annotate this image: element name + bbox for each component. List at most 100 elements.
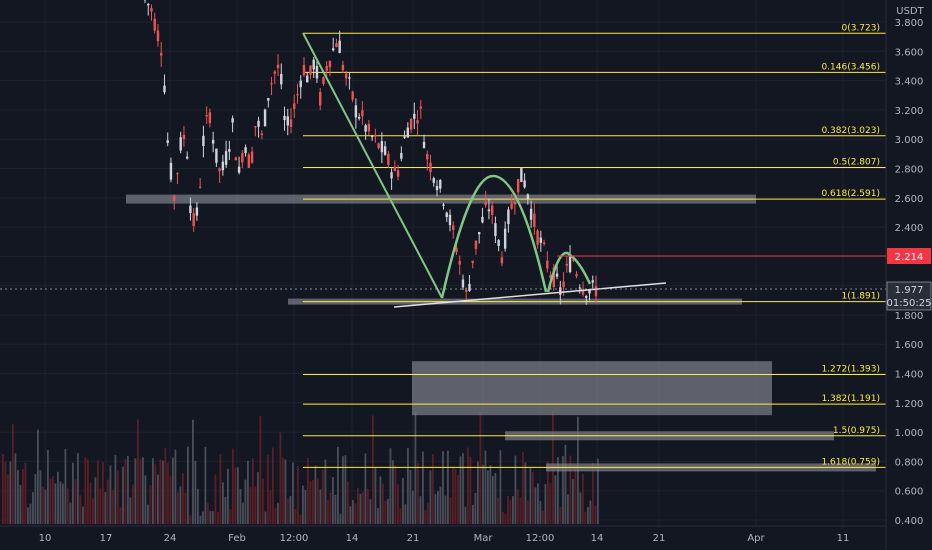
volume-bar xyxy=(352,499,354,524)
volume-bar xyxy=(494,472,497,524)
volume-bar xyxy=(554,475,557,524)
candle-body xyxy=(396,170,400,177)
candle-body xyxy=(344,73,348,79)
x-tick-label: 10 xyxy=(39,533,52,544)
volume-bar xyxy=(124,459,127,524)
volume-bar xyxy=(272,447,274,524)
drawings xyxy=(302,32,667,308)
candle-body xyxy=(234,157,238,161)
volume-bar xyxy=(212,511,214,524)
candle-body xyxy=(494,223,497,237)
volume-bar xyxy=(129,497,132,524)
volume-bar xyxy=(427,503,429,524)
price-axis[interactable] xyxy=(886,0,932,550)
volume-bar xyxy=(97,460,99,524)
volume-bar xyxy=(442,451,444,524)
candle-body xyxy=(409,118,413,130)
candle-body xyxy=(354,105,358,118)
y-tick-label: 2.600 xyxy=(895,194,924,205)
candle-body xyxy=(273,71,276,74)
volume-bar xyxy=(72,462,74,524)
volume-bar xyxy=(327,500,329,524)
volume-bar xyxy=(504,513,507,524)
fib-level-label: 1(1.891) xyxy=(841,292,880,302)
volume-bar xyxy=(399,508,402,524)
volume-bar xyxy=(314,465,317,524)
volume-bar xyxy=(37,429,39,524)
x-tick-label: 12:00 xyxy=(526,533,555,544)
volume-bar xyxy=(339,513,342,524)
currency-label: USDT xyxy=(896,6,924,17)
volume-bar xyxy=(444,495,447,524)
volume-bar xyxy=(52,476,54,524)
volume-bar xyxy=(579,492,582,524)
volume-bar xyxy=(479,411,482,524)
candle-body xyxy=(267,98,270,101)
volume-bar xyxy=(69,502,72,524)
candle-body xyxy=(581,289,585,295)
x-tick-label: Apr xyxy=(747,533,765,544)
fib-level-label: 0.382(3.023) xyxy=(821,126,880,136)
volume-bar xyxy=(102,461,104,524)
fib-level-label: 1.382(1.191) xyxy=(821,394,880,404)
candle-body xyxy=(445,212,448,218)
volume-bar xyxy=(252,458,254,524)
volume-bar xyxy=(282,457,284,524)
candle-body xyxy=(465,289,468,292)
volume-bar xyxy=(534,487,537,524)
candle-body xyxy=(461,279,465,288)
volume-bar xyxy=(299,514,302,524)
volume-bar xyxy=(292,462,294,524)
candle-body xyxy=(390,172,393,179)
volume-bar xyxy=(182,472,184,524)
volume-bar xyxy=(319,489,322,524)
candle-body xyxy=(250,151,254,163)
y-tick-label: 1.000 xyxy=(895,428,924,439)
volume-bars xyxy=(2,411,599,524)
candle-body xyxy=(147,3,150,6)
volume-bar xyxy=(154,464,157,524)
candle-body xyxy=(283,115,286,121)
x-axis-ticks[interactable]: 10 17 24 Feb 12:00 14 21 Mar 12:00 14 21 Apr 11 xyxy=(39,533,850,544)
candle-body xyxy=(309,65,312,75)
volume-bar xyxy=(119,507,122,524)
volume-bar xyxy=(117,470,119,524)
volume-bar xyxy=(572,479,574,524)
volume-bar xyxy=(279,432,282,524)
y-tick-label: 3.400 xyxy=(895,77,924,88)
candle-body xyxy=(244,147,247,154)
volume-bar xyxy=(492,475,494,524)
volume-bar xyxy=(527,500,529,524)
candle-body xyxy=(153,18,156,31)
candle-body xyxy=(429,162,432,173)
volume-bar xyxy=(417,463,419,524)
y-tick-label: 3.600 xyxy=(895,47,924,58)
candle-body xyxy=(490,205,494,215)
volume-bar xyxy=(249,486,252,524)
volume-bar xyxy=(19,485,22,524)
volume-bar xyxy=(384,500,387,524)
volume-bar xyxy=(462,453,464,524)
candle-body xyxy=(263,109,267,127)
x-tick-label: 24 xyxy=(164,533,177,544)
volume-bar xyxy=(357,487,359,524)
volume-bar xyxy=(562,456,564,524)
volume-bar xyxy=(157,474,159,524)
volume-bar xyxy=(537,483,539,524)
volume-bar xyxy=(439,486,442,524)
candle-body xyxy=(416,120,419,124)
y-tick-label: 3.200 xyxy=(895,106,924,117)
candle-body xyxy=(555,273,559,277)
volume-bar xyxy=(569,455,572,524)
volume-bar xyxy=(192,419,194,524)
volume-bar xyxy=(137,419,139,524)
volume-bar xyxy=(92,498,94,524)
volume-bar xyxy=(49,478,52,524)
candle-body xyxy=(559,287,562,295)
volume-bar xyxy=(262,478,264,524)
y-tick-label: 0.800 xyxy=(895,457,924,468)
volume-bar xyxy=(547,461,549,524)
candle-body xyxy=(270,83,273,85)
candle-body xyxy=(539,237,543,243)
